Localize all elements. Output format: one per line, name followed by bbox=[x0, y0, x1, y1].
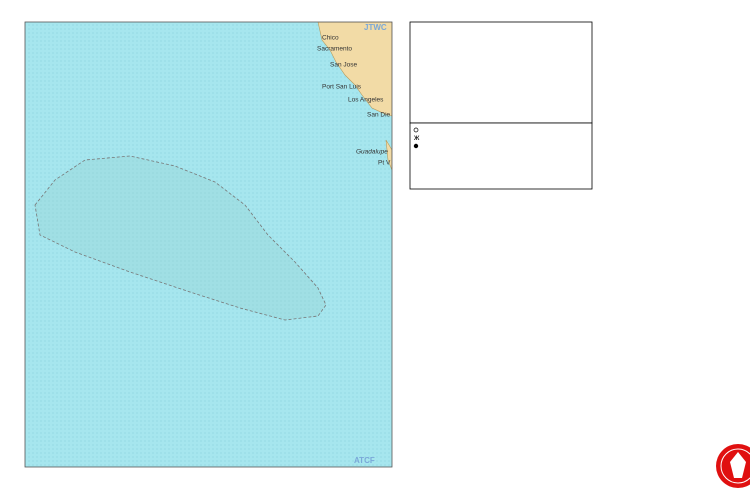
logo bbox=[730, 452, 746, 478]
legend-symbol bbox=[413, 127, 419, 133]
map-frame bbox=[24, 21, 393, 468]
place-label: Los Angeles bbox=[348, 97, 384, 104]
legend-symbol: ж bbox=[414, 133, 420, 142]
danger-swath bbox=[34, 155, 327, 321]
place-label: San Die bbox=[367, 112, 391, 119]
place-label: San Jose bbox=[330, 62, 357, 69]
land bbox=[317, 22, 392, 117]
warning-box bbox=[409, 21, 593, 124]
logo-text: JTWC bbox=[364, 23, 387, 32]
legend-symbol bbox=[413, 143, 419, 149]
logo bbox=[720, 448, 750, 484]
place-label: Sacramento bbox=[317, 46, 352, 53]
place-label: Guadalupe bbox=[356, 149, 388, 156]
logo-text: ATCF bbox=[354, 456, 375, 465]
place-label: Port San Luis bbox=[322, 84, 362, 91]
ocean bbox=[25, 22, 392, 467]
map-area: Chico Sacramento San Jose Port San Luis … bbox=[25, 22, 392, 467]
land bbox=[385, 139, 392, 171]
place-label: Pt V bbox=[378, 160, 391, 167]
legend-box bbox=[409, 122, 593, 190]
place-label: Chico bbox=[322, 35, 339, 42]
